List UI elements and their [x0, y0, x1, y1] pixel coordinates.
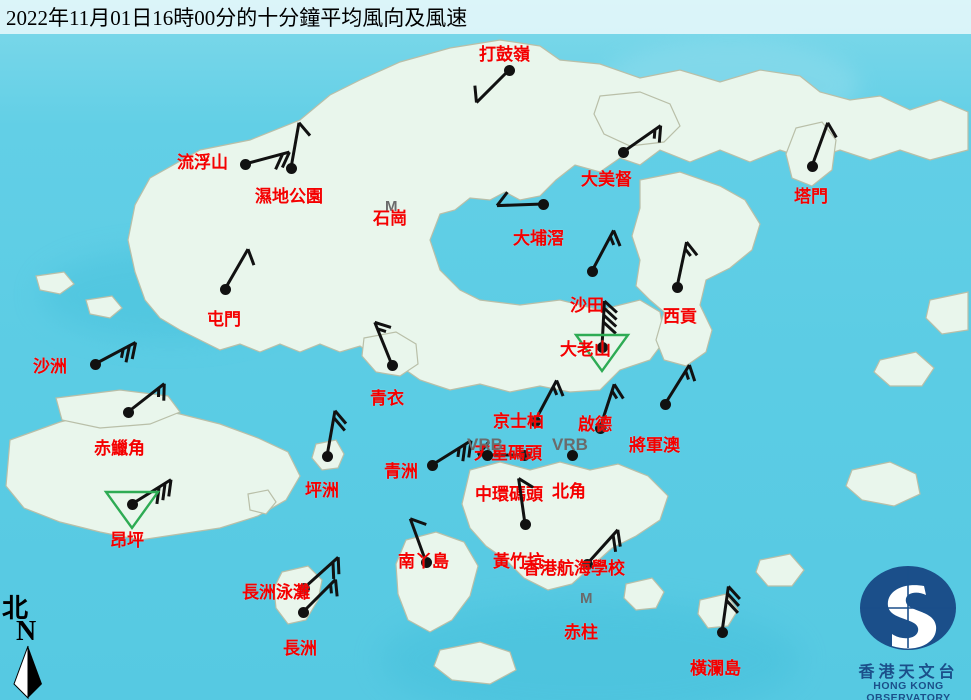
wind-barb — [590, 229, 622, 272]
wind-barb — [598, 383, 625, 429]
station-label: 赤柱 — [564, 623, 598, 642]
station-label: 青洲 — [384, 462, 418, 481]
station-label: 橫瀾島 — [690, 659, 741, 678]
station-label: 西貢 — [663, 307, 697, 326]
wind-barb — [600, 299, 618, 348]
station-label: 長洲泳灘 — [242, 583, 310, 602]
station-dot — [581, 558, 593, 570]
missing-data-marker: M — [580, 590, 593, 607]
station-label: 京士柏 — [493, 412, 544, 431]
station-dot — [566, 449, 578, 461]
wind-barb — [585, 528, 622, 566]
station-label: 南丫島 — [398, 552, 449, 571]
wind-barb — [127, 382, 166, 414]
station-dot — [617, 146, 629, 158]
station-dot — [503, 64, 515, 76]
compass-rose: 北 N — [2, 588, 62, 700]
station-dot — [529, 415, 541, 427]
variable-wind-marker: VRB — [467, 435, 503, 454]
title-bar — [0, 0, 971, 34]
wind-barb — [517, 477, 534, 525]
wind-barb — [408, 517, 428, 563]
station-dot — [219, 283, 231, 295]
wind-barb — [325, 409, 348, 457]
station-label: 塔門 — [794, 187, 828, 206]
station-label: 黃竹坑 — [493, 552, 544, 571]
station-dot — [122, 406, 134, 418]
station-label: 北角 — [552, 482, 586, 501]
wind-barb — [244, 150, 291, 170]
station-dot — [518, 449, 530, 461]
station-dot — [586, 265, 598, 277]
wind-barb — [301, 578, 339, 614]
wind-barb — [223, 248, 256, 290]
station-label: 流浮山 — [177, 153, 228, 172]
station-dot — [420, 556, 432, 568]
wind-barb — [473, 68, 511, 104]
hko-logo-icon — [860, 566, 956, 650]
station-label: 大美督 — [581, 170, 632, 189]
gust-triangle-icon — [573, 333, 631, 374]
station-dot — [285, 162, 297, 174]
station-dot — [594, 422, 606, 434]
station-label: 香港航海學校 — [523, 559, 625, 578]
station-dot — [297, 606, 309, 618]
wind-barb — [810, 122, 838, 167]
station-dot — [426, 459, 438, 471]
station-dot — [596, 341, 608, 353]
station-label: 大埔滘 — [513, 229, 564, 248]
wind-barb — [94, 341, 138, 366]
wind-barb — [533, 379, 565, 422]
station-dot — [519, 518, 531, 530]
hko-logo-en: HONG KONG OBSERVATORY — [866, 680, 951, 700]
station-dot — [321, 450, 333, 462]
station-dot — [481, 449, 493, 461]
station-label: 坪洲 — [305, 481, 339, 500]
gust-triangle-icon — [103, 490, 161, 531]
station-label: 屯門 — [207, 310, 241, 329]
station-label: 昂坪 — [110, 531, 144, 550]
hko-logo-zh: 香港天文台 — [858, 664, 959, 681]
wind-barb — [431, 439, 473, 467]
station-label: 長洲 — [283, 639, 317, 658]
station-label: 赤鱲角 — [94, 439, 145, 458]
station-label: 打鼓嶺 — [479, 45, 530, 64]
compass-needle-icon — [13, 645, 42, 700]
station-dot — [671, 281, 683, 293]
station-dot — [537, 198, 549, 210]
station-label: 沙田 — [570, 296, 604, 315]
wind-barb — [675, 241, 699, 288]
station-dot — [386, 359, 398, 371]
variable-wind-marker: VRB — [552, 435, 588, 454]
missing-data-marker: M — [385, 198, 398, 215]
station-label: 青衣 — [370, 389, 404, 408]
station-dot — [806, 160, 818, 172]
station-dot — [716, 626, 728, 638]
hko-logo: 香港天文台 HONG KONG OBSERVATORY — [846, 562, 971, 700]
compass-north-en: N — [16, 616, 37, 647]
station-dot — [298, 582, 310, 594]
station-dot — [89, 358, 101, 370]
station-label: 啟德 — [578, 415, 612, 434]
wind-barb — [373, 320, 394, 366]
station-label: 石崗 — [373, 209, 407, 228]
wind-barb — [302, 556, 341, 590]
wind-barb — [495, 191, 544, 208]
wind-barb — [289, 121, 312, 169]
page-title: 2022年11月01日16時00分的十分鐘平均風向及風速 — [6, 6, 468, 30]
wind-barb — [720, 585, 741, 633]
wind-barb — [663, 364, 697, 405]
station-label: 大老山 — [560, 340, 611, 359]
compass-north-zh: 北 — [2, 594, 29, 623]
station-label: 中環碼頭 — [475, 485, 543, 504]
station-label: 濕地公園 — [255, 187, 323, 206]
wind-barb — [622, 124, 663, 154]
station-dot — [239, 158, 251, 170]
station-label: 將軍澳 — [629, 436, 680, 455]
station-label: 沙洲 — [33, 357, 67, 376]
station-dot — [126, 498, 138, 510]
station-dot — [659, 398, 671, 410]
